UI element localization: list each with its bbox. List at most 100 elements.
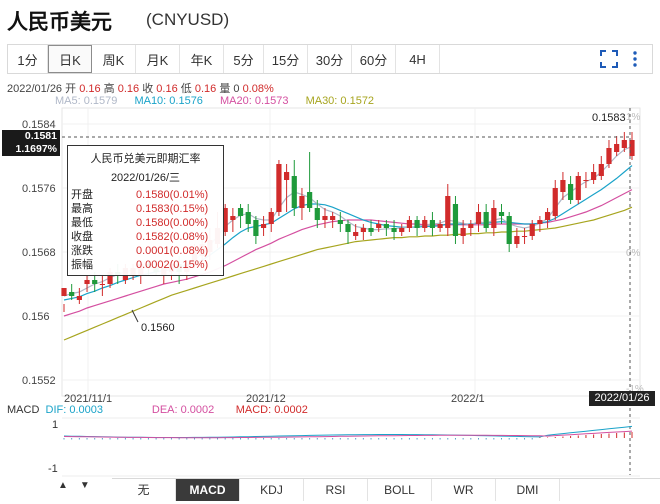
tab-0[interactable]: 1分 (8, 45, 48, 73)
candle-body (253, 220, 259, 236)
crosshair-pct-tag: 1.1697% (2, 143, 60, 156)
high-value: 0.16 (117, 83, 140, 95)
y-tick-label: 0.1552 (22, 375, 56, 387)
indicator-tab-0[interactable]: 无 (112, 478, 176, 501)
low-value: 0.16 (194, 83, 217, 95)
tooltip-key: 涨跌 (71, 245, 93, 257)
ma30-legend: MA30: 0.1572 (305, 95, 375, 107)
candle-body (268, 212, 274, 224)
crosshair-date-tag: 2022/01/26 (589, 391, 655, 406)
candle-body (621, 140, 627, 148)
indicator-tab-1[interactable]: MACD (176, 478, 240, 501)
tooltip-key: 收盘 (71, 231, 93, 243)
candle-body (92, 280, 98, 284)
close-label: 收 (142, 83, 154, 95)
indicator-tab-2[interactable]: KDJ (240, 478, 304, 501)
tab-6[interactable]: 15分 (264, 45, 308, 73)
tab-3[interactable]: 月K (136, 45, 180, 73)
tab-2[interactable]: 周K (92, 45, 136, 73)
tab-5[interactable]: 5分 (224, 45, 264, 73)
candle-body (498, 212, 505, 216)
candle-body (514, 236, 520, 244)
pan-left-icon[interactable]: ▲ (58, 480, 68, 491)
high-annotation: 0.1583 (592, 112, 626, 124)
candle-body (537, 220, 543, 224)
candle-body (437, 224, 443, 228)
tab-8[interactable]: 60分 (352, 45, 396, 73)
ohlc-summary: 2022/01/26 开 0.16 高 0.16 收 0.16 低 0.16 量… (7, 80, 274, 96)
candle-body (483, 212, 489, 228)
macd-label: MACD (7, 404, 40, 416)
candle-body (422, 220, 428, 228)
candle-body (368, 228, 374, 232)
dea-line (63, 430, 633, 439)
indicator-tabbar: 无 MACD KDJ RSI BOLL WR DMI (112, 478, 660, 501)
candle-body (345, 224, 351, 232)
indicator-tab-5[interactable]: WR (432, 478, 496, 501)
change-value: 0.08% (242, 83, 274, 95)
tooltip-row: 收盘 0.1582(0.08%) (68, 230, 223, 244)
x-tick-label: 2021/11/1 (64, 393, 112, 405)
candle-body (583, 180, 589, 181)
candle-body (429, 220, 436, 228)
period-tabbar: 1分 日K 周K 月K 年K 5分 15分 30分 60分 4H (7, 44, 653, 74)
candle-body (445, 196, 451, 228)
candle-body (544, 212, 551, 220)
candle-body (383, 224, 389, 228)
indicator-tab-3[interactable]: RSI (304, 478, 368, 501)
right-tick-label: -1% (626, 384, 644, 395)
candle-body (475, 212, 482, 224)
ohlc-date: 2022/01/26 (7, 83, 63, 95)
candle-body (107, 272, 113, 284)
candle-body (567, 184, 574, 200)
macd-value-legend: MACD: 0.0002 (235, 404, 308, 416)
tab-1[interactable]: 日K (48, 45, 92, 73)
y-tick-label: 0.156 (22, 311, 50, 323)
y-tick-label: 0.1568 (22, 247, 56, 259)
pan-right-icon[interactable]: ▼ (79, 480, 90, 491)
vol-value: 0 (233, 83, 240, 95)
tooltip-key: 最低 (71, 217, 93, 229)
candle-body (552, 188, 558, 216)
candle-body (230, 216, 236, 220)
tab-9[interactable]: 4H (396, 45, 440, 73)
tab-4[interactable]: 年K (180, 45, 224, 73)
candle-body (99, 284, 105, 285)
candle-body (521, 236, 528, 237)
candle-body (61, 288, 67, 296)
tooltip-title: 人民币兑美元即期汇率 (90, 153, 201, 165)
tooltip-key: 最高 (71, 203, 93, 215)
pan-arrows: ▲ ▼ (58, 480, 90, 491)
indicator-tab-6[interactable]: DMI (496, 478, 560, 501)
right-tick-label: 0% (626, 248, 641, 259)
candle-body (376, 224, 382, 228)
more-icon[interactable] (632, 50, 638, 68)
candle-body (353, 232, 359, 236)
high-label: 高 (103, 83, 115, 95)
tooltip-date: 2022/01/26/三 (110, 172, 181, 184)
candle-body (237, 208, 244, 216)
indicator-tab-4[interactable]: BOLL (368, 478, 432, 501)
vol-label: 量 (219, 83, 231, 95)
candle-body (299, 196, 305, 208)
tooltip-value: 0.1580(0.00%) (136, 217, 209, 229)
candle-body (330, 216, 336, 220)
tooltip-value: 0.1580(0.01%) (136, 189, 209, 201)
candle-body (629, 140, 635, 156)
candle-body (399, 228, 405, 232)
y-tick-label: 0.1584 (22, 119, 56, 131)
tab-7[interactable]: 30分 (308, 45, 352, 73)
low-pointer (131, 309, 139, 323)
open-label: 开 (65, 83, 77, 95)
candle-body (314, 208, 320, 220)
tooltip-row: 最高 0.1583(0.15%) (68, 202, 223, 216)
candle-body (391, 228, 397, 232)
page-title: 人民币美元 (7, 11, 112, 34)
tooltip-key: 振幅 (71, 259, 93, 271)
ma20-legend: MA20: 0.1573 (220, 95, 289, 107)
fullscreen-icon[interactable] (600, 50, 618, 68)
x-tick-label: 2021/12 (246, 393, 286, 405)
candle-body (76, 296, 82, 300)
